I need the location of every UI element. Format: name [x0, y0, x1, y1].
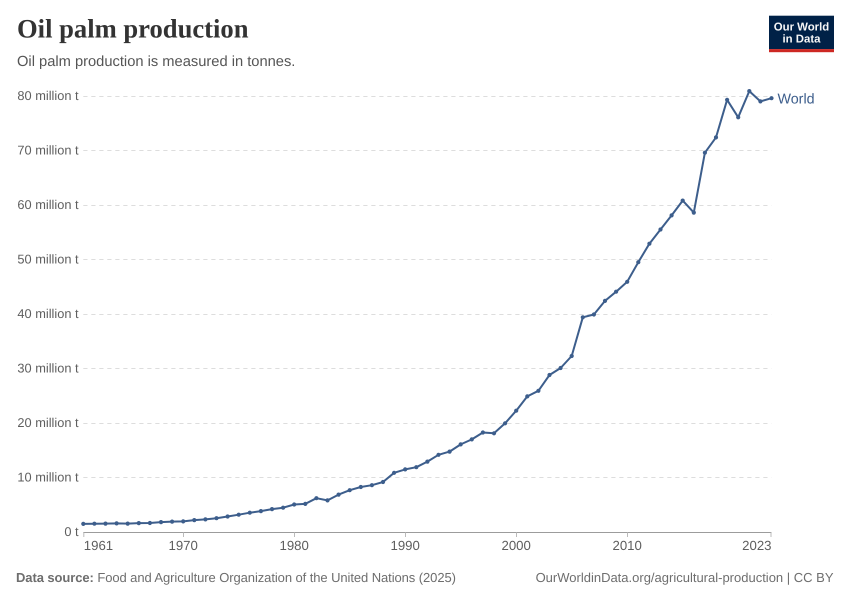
- svg-text:80 million t: 80 million t: [17, 88, 79, 103]
- svg-text:0 t: 0 t: [64, 524, 79, 539]
- svg-text:70 million t: 70 million t: [17, 143, 79, 158]
- svg-text:in Data: in Data: [783, 34, 822, 46]
- svg-text:50 million t: 50 million t: [17, 252, 79, 267]
- svg-text:1970: 1970: [169, 538, 198, 553]
- svg-text:1961: 1961: [84, 538, 113, 553]
- svg-text:40 million t: 40 million t: [17, 306, 79, 321]
- svg-text:Our World: Our World: [774, 22, 830, 34]
- svg-text:10 million t: 10 million t: [17, 470, 79, 485]
- svg-text:1980: 1980: [280, 538, 309, 553]
- svg-text:Data source: Food and Agricult: Data source: Food and Agriculture Organi…: [16, 570, 456, 585]
- svg-text:Oil palm production: Oil palm production: [17, 14, 249, 44]
- svg-text:2000: 2000: [502, 538, 531, 553]
- svg-text:30 million t: 30 million t: [17, 361, 79, 376]
- svg-text:2023: 2023: [742, 538, 771, 553]
- svg-text:World: World: [778, 92, 815, 108]
- svg-text:60 million t: 60 million t: [17, 197, 79, 212]
- svg-text:20 million t: 20 million t: [17, 415, 79, 430]
- svg-text:1990: 1990: [391, 538, 420, 553]
- svg-text:Oil palm production is measure: Oil palm production is measured in tonne…: [17, 54, 295, 70]
- svg-text:OurWorldinData.org/agricultura: OurWorldinData.org/agricultural-producti…: [536, 570, 834, 585]
- svg-text:2010: 2010: [613, 538, 642, 553]
